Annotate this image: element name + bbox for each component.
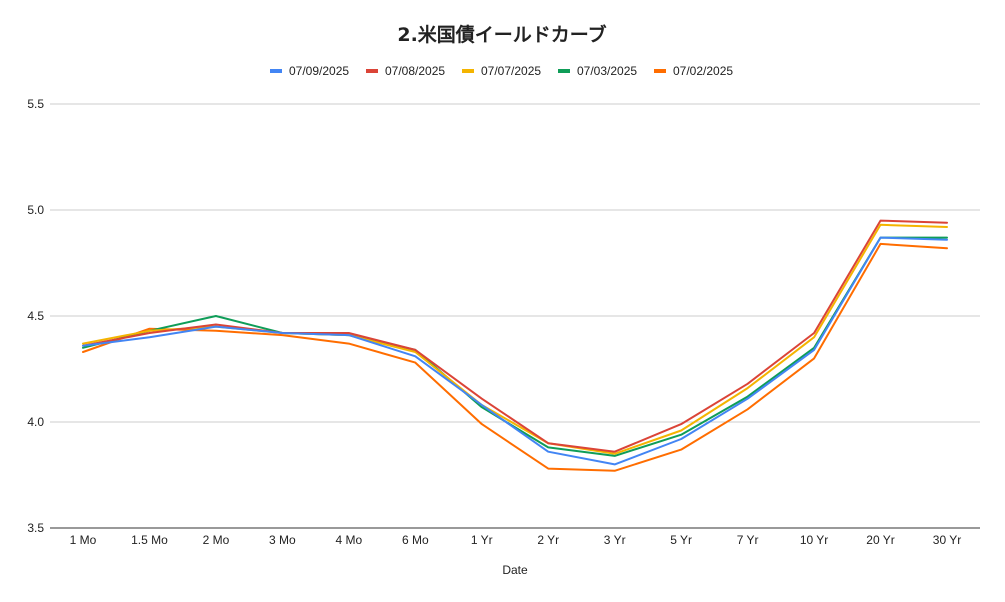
y-tick-label: 4.5 xyxy=(27,309,44,323)
x-tick-label: 30 Yr xyxy=(933,533,961,547)
x-tick-label: 1 Yr xyxy=(471,533,493,547)
legend-swatch xyxy=(270,69,282,73)
legend-label: 07/02/2025 xyxy=(673,64,733,78)
legend-label: 07/03/2025 xyxy=(577,64,637,78)
x-tick-label: 6 Mo xyxy=(402,533,429,547)
series-line-07-02-2025 xyxy=(82,242,948,472)
y-axis-ticks: 3.5 4.0 4.5 5.0 5.5 xyxy=(27,97,44,535)
series-lines xyxy=(82,219,948,472)
x-tick-label: 7 Yr xyxy=(737,533,759,547)
x-tick-label: 1 Mo xyxy=(70,533,97,547)
gridlines xyxy=(50,103,980,529)
y-tick-label: 3.5 xyxy=(27,521,44,535)
x-tick-label: 1.5 Mo xyxy=(131,533,168,547)
x-tick-label: 4 Mo xyxy=(336,533,363,547)
series-line-07-08-2025 xyxy=(82,219,948,453)
x-axis-ticks: 1 Mo 1.5 Mo 2 Mo 3 Mo 4 Mo 6 Mo 1 Yr 2 Yr 3 Yr 5 … xyxy=(70,533,962,547)
x-tick-label: 3 Yr xyxy=(604,533,626,547)
legend-swatch xyxy=(462,69,474,73)
x-tick-label: 5 Yr xyxy=(670,533,692,547)
legend-label: 07/07/2025 xyxy=(481,64,541,78)
legend-swatch xyxy=(558,69,570,73)
x-tick-label: 2 Mo xyxy=(203,533,230,547)
x-tick-label: 3 Mo xyxy=(269,533,296,547)
y-tick-label: 5.5 xyxy=(27,97,44,111)
x-tick-label: 10 Yr xyxy=(800,533,828,547)
x-axis-label: Date xyxy=(502,563,528,577)
chart-title: 2.米国債イールドカーブ xyxy=(397,23,606,46)
legend-label: 07/09/2025 xyxy=(289,64,349,78)
legend-label: 07/08/2025 xyxy=(385,64,445,78)
series-line-07-09-2025 xyxy=(82,236,948,466)
x-tick-label: 20 Yr xyxy=(866,533,894,547)
x-tick-label: 2 Yr xyxy=(537,533,559,547)
legend-swatch xyxy=(366,69,378,73)
series-line-07-07-2025 xyxy=(82,223,948,455)
y-tick-label: 5.0 xyxy=(27,203,44,217)
legend-swatch xyxy=(654,69,666,73)
legend: 07/09/2025 07/08/2025 07/07/2025 07/03/2025… xyxy=(270,64,733,78)
y-tick-label: 4.0 xyxy=(27,415,44,429)
